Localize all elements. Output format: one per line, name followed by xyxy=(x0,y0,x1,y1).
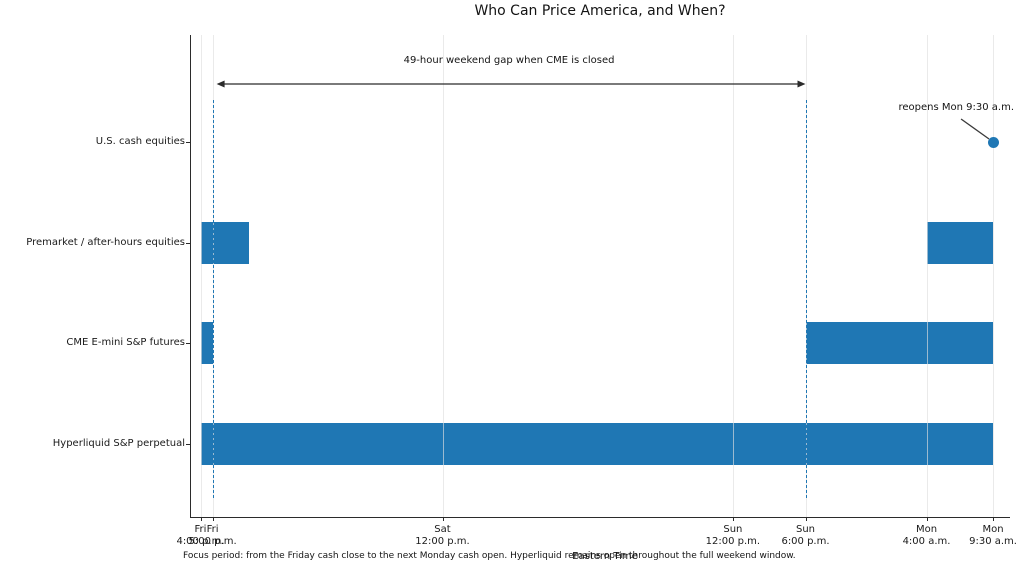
x-tick-label: Sat 12:00 p.m. xyxy=(398,524,488,548)
x-tick-time: 5:00 p.m. xyxy=(188,536,237,547)
gridline xyxy=(926,35,928,517)
figure-caption: Focus period: from the Friday cash close… xyxy=(183,551,796,561)
x-tick-day: Mon xyxy=(982,524,1004,535)
gridline xyxy=(732,35,734,517)
y-tick-mark xyxy=(186,142,190,143)
x-tick-label: Mon 9:30 a.m. xyxy=(948,524,1024,548)
gap-arrow-left-head xyxy=(216,80,225,88)
reopen-leader-line xyxy=(960,118,990,140)
x-tick-day: Sat xyxy=(434,524,451,535)
x-tick-label: Sun 6:00 p.m. xyxy=(761,524,851,548)
x-tick-mark xyxy=(442,517,444,521)
chart-title: Who Can Price America, and When? xyxy=(474,3,726,19)
x-tick-mark xyxy=(993,517,995,521)
gap-annotation-label: 49-hour weekend gap when CME is closed xyxy=(403,55,615,66)
reopen-annotation-label: reopens Mon 9:30 a.m. xyxy=(898,102,1014,113)
x-tick-time: 12:00 p.m. xyxy=(705,536,761,547)
y-tick-mark xyxy=(186,443,190,445)
x-tick-time: 12:00 p.m. xyxy=(415,536,470,547)
x-tick-mark xyxy=(732,517,734,521)
y-axis-spine xyxy=(190,35,191,517)
timeline-bar xyxy=(805,322,994,364)
x-tick-label: Fri 5:00 p.m. xyxy=(168,524,258,548)
gap-arrow-right-head xyxy=(797,80,806,88)
x-tick-time: 9:30 a.m. xyxy=(969,536,1017,547)
x-tick-day: Sun xyxy=(795,524,816,535)
x-tick-mark xyxy=(212,517,214,521)
x-tick-day: Fri xyxy=(194,524,207,535)
x-axis-spine xyxy=(190,517,1010,518)
y-tick-mark xyxy=(186,343,190,344)
reopen-marker-dot xyxy=(987,136,999,148)
x-tick-time: 6:00 p.m. xyxy=(781,536,830,547)
timeline-bar xyxy=(200,422,994,465)
y-axis-label: U.S. cash equities xyxy=(95,136,185,147)
x-axis-title: Eastern Time xyxy=(572,551,638,562)
gridline xyxy=(993,35,995,517)
x-tick-time: 4:00 p.m. xyxy=(176,536,225,547)
x-tick-mark xyxy=(200,517,202,521)
cme-gap-guide-line xyxy=(805,100,807,498)
gridline xyxy=(442,35,444,517)
x-tick-time: 4:00 a.m. xyxy=(902,536,951,547)
y-axis-label: CME E-mini S&P futures xyxy=(66,337,185,348)
x-tick-mark xyxy=(805,517,807,521)
timeline-bar xyxy=(200,322,213,364)
x-tick-label: Sun 12:00 p.m. xyxy=(688,524,778,548)
y-axis-label: Hyperliquid S&P perpetual xyxy=(52,437,185,449)
timeline-bar xyxy=(926,221,994,264)
y-tick-mark xyxy=(186,242,190,244)
x-tick-label: Mon 4:00 a.m. xyxy=(882,524,972,548)
y-axis-label: Premarket / after-hours equities xyxy=(26,236,185,248)
x-tick-day: Mon xyxy=(915,524,938,535)
gridline xyxy=(200,35,202,517)
x-tick-label: Fri 4:00 p.m. xyxy=(156,524,246,548)
timeline-bar xyxy=(200,221,249,264)
cme-gap-guide-line xyxy=(212,100,214,498)
x-tick-day: Sun xyxy=(723,524,743,535)
x-tick-day: Fri xyxy=(206,524,219,535)
x-tick-mark xyxy=(926,517,928,521)
